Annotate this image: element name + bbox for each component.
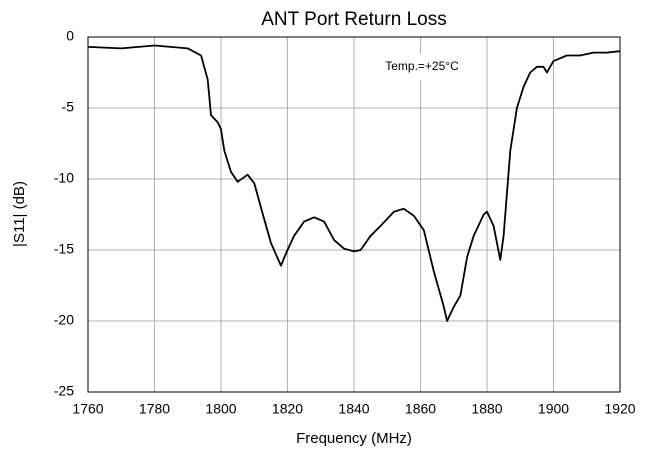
y-axis-label: |S11| (dB) xyxy=(11,181,28,247)
y-tick-label: -15 xyxy=(54,241,74,257)
x-tick-label: 1900 xyxy=(538,401,569,417)
x-tick-label: 1920 xyxy=(604,401,635,417)
y-tick-label: 0 xyxy=(66,28,74,44)
y-tick-label: -5 xyxy=(62,99,75,115)
annotation-box xyxy=(372,54,472,80)
annotation: Temp.=+25°C xyxy=(385,59,459,73)
x-tick-label: 1820 xyxy=(272,401,303,417)
x-tick-label: 1800 xyxy=(205,401,236,417)
plot-frame xyxy=(87,36,621,393)
x-axis-label: Frequency (MHz) xyxy=(296,430,412,447)
x-tick-label: 1880 xyxy=(471,401,502,417)
x-tick-label: 1760 xyxy=(72,401,103,417)
line-series xyxy=(87,44,621,322)
x-tick-label: 1780 xyxy=(139,401,170,417)
y-tick-label: -25 xyxy=(54,383,74,399)
chart-title: ANT Port Return Loss xyxy=(261,9,447,30)
x-tick-label: 1840 xyxy=(338,401,369,417)
y-tick-label: -10 xyxy=(54,170,74,186)
x-tick-label: 1860 xyxy=(405,401,436,417)
y-tick-label: -20 xyxy=(54,312,74,328)
